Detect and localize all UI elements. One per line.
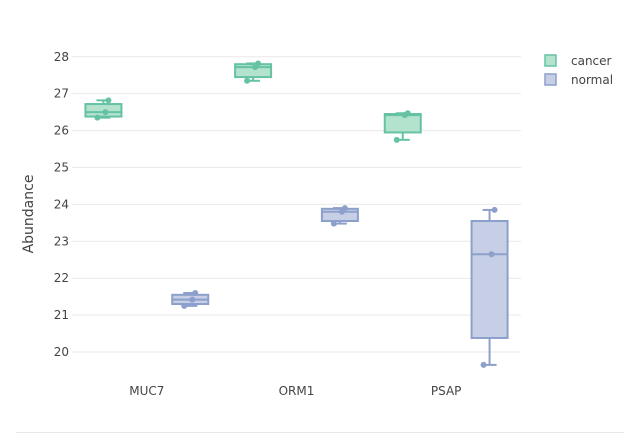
legend-swatch — [544, 73, 557, 86]
y-tick-labels: 20 21 22 23 24 25 26 27 28 — [54, 50, 69, 359]
box-cancer-MUC7[interactable] — [84, 97, 123, 121]
x-tick-label: ORM1 — [279, 384, 315, 398]
y-tick-label: 24 — [54, 197, 69, 211]
box-traces[interactable] — [84, 60, 509, 368]
data-point — [94, 114, 101, 121]
data-point — [393, 136, 400, 143]
x-tick-labels: MUC7 ORM1 PSAP — [129, 384, 461, 398]
legend[interactable]: cancer normal — [544, 54, 613, 87]
x-tick-label: MUC7 — [129, 384, 164, 398]
legend-label: normal — [571, 73, 613, 87]
data-point — [192, 289, 199, 296]
y-tick-label: 25 — [54, 161, 69, 175]
data-point — [491, 206, 498, 213]
box-normal-PSAP[interactable] — [470, 206, 509, 368]
data-point — [181, 302, 188, 309]
data-point — [480, 361, 487, 368]
box-normal-ORM1[interactable] — [320, 205, 359, 227]
box-cancer-PSAP[interactable] — [383, 110, 422, 143]
data-point — [255, 60, 262, 67]
y-tick-label: 22 — [54, 271, 69, 285]
y-tick-label: 21 — [54, 308, 69, 322]
y-axis-title: Abundance — [21, 175, 37, 254]
legend-item-normal[interactable]: normal — [544, 73, 613, 87]
legend-swatch — [544, 54, 557, 67]
box-cancer-ORM1[interactable] — [234, 60, 273, 84]
data-point — [341, 205, 348, 212]
data-point — [189, 296, 196, 303]
box-normal-MUC7[interactable] — [171, 289, 210, 309]
y-tick-label: 26 — [54, 124, 69, 138]
y-tick-label: 28 — [54, 50, 69, 64]
legend-item-cancer[interactable]: cancer — [544, 54, 612, 68]
grid-lines — [72, 56, 521, 353]
data-point — [404, 110, 411, 117]
data-point — [244, 77, 251, 84]
legend-label: cancer — [571, 54, 612, 68]
y-tick-label: 23 — [54, 234, 69, 248]
x-tick-label: PSAP — [431, 384, 462, 398]
box-body — [470, 220, 509, 339]
data-point — [102, 109, 109, 116]
y-tick-label: 27 — [54, 87, 69, 101]
data-point — [105, 97, 112, 104]
y-tick-label: 20 — [54, 345, 69, 359]
data-point — [330, 220, 337, 227]
data-point — [488, 251, 495, 258]
chart-card — [16, 0, 624, 433]
